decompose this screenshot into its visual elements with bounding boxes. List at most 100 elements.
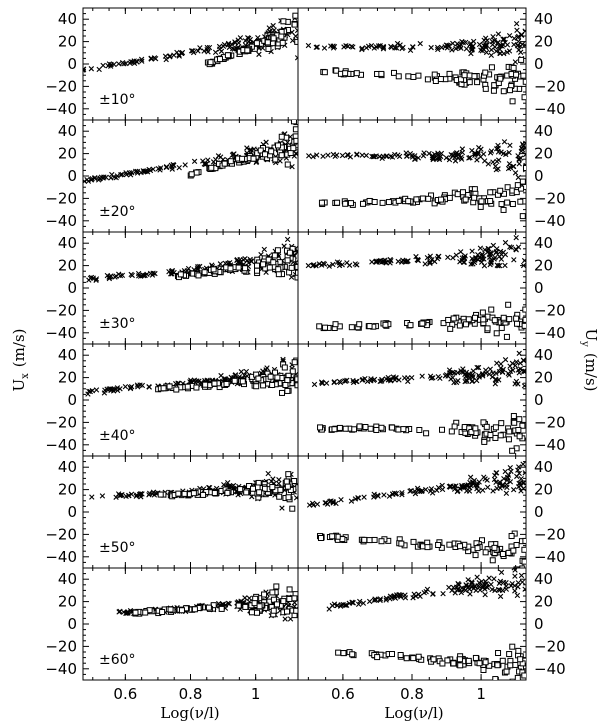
cross-marker bbox=[107, 386, 114, 392]
cross-marker bbox=[368, 376, 374, 382]
square-marker bbox=[184, 383, 191, 390]
cross-marker bbox=[514, 27, 520, 34]
square-marker bbox=[498, 201, 505, 208]
cross-marker bbox=[493, 248, 500, 255]
cross-marker bbox=[514, 592, 521, 599]
square-marker bbox=[218, 605, 225, 612]
cross-marker bbox=[385, 377, 392, 383]
cross-marker bbox=[468, 50, 474, 57]
cross-marker bbox=[88, 66, 95, 72]
square-marker bbox=[173, 386, 180, 393]
cross-marker bbox=[475, 583, 481, 589]
cross-marker bbox=[518, 49, 524, 55]
square-marker bbox=[462, 196, 469, 203]
square-marker bbox=[289, 505, 296, 512]
cross-marker bbox=[491, 256, 497, 262]
cross-marker bbox=[472, 257, 478, 263]
panel-left-row-2: −40 −20 0 20 40 ±20° bbox=[45, 119, 299, 233]
square-marker bbox=[132, 609, 139, 616]
cross-marker bbox=[141, 272, 147, 279]
square-marker bbox=[450, 660, 457, 667]
y-tick-label-right: 40 bbox=[534, 346, 553, 364]
x-tick-label: 0.6 bbox=[113, 685, 137, 703]
cross-marker bbox=[99, 493, 106, 499]
square-marker bbox=[244, 47, 251, 54]
cross-marker bbox=[501, 139, 508, 145]
square-marker bbox=[498, 324, 505, 331]
cross-marker bbox=[495, 31, 502, 37]
square-marker bbox=[509, 643, 516, 650]
cross-marker bbox=[391, 490, 398, 496]
cross-marker bbox=[488, 251, 495, 257]
cross-marker bbox=[409, 152, 415, 159]
cross-marker bbox=[108, 273, 114, 279]
panel-right-row-5: −40 −20 0 20 40 bbox=[297, 455, 566, 569]
cross-marker bbox=[512, 59, 519, 65]
square-marker bbox=[504, 199, 511, 206]
square-marker bbox=[271, 252, 278, 259]
cross-marker bbox=[148, 55, 154, 62]
cross-marker bbox=[244, 145, 250, 151]
panel-right-row-2: −40 −20 0 20 40 bbox=[297, 119, 566, 233]
cross-marker bbox=[484, 484, 491, 491]
cross-marker bbox=[513, 234, 519, 241]
cross-marker bbox=[242, 38, 249, 44]
cross-marker bbox=[476, 41, 483, 48]
cross-marker bbox=[442, 44, 448, 50]
cross-marker bbox=[467, 474, 474, 480]
panel-left-row-4: −40 −20 0 20 40 ±40° bbox=[45, 343, 299, 457]
square-marker bbox=[410, 655, 417, 662]
square-marker bbox=[193, 169, 200, 176]
cross-marker bbox=[176, 53, 182, 59]
cross-marker bbox=[456, 151, 462, 157]
scatter-points bbox=[85, 356, 298, 397]
square-marker bbox=[522, 165, 526, 172]
cross-marker bbox=[503, 151, 509, 158]
square-marker bbox=[438, 196, 445, 203]
square-marker bbox=[456, 322, 463, 329]
square-marker bbox=[208, 164, 215, 171]
square-marker bbox=[506, 87, 513, 94]
y-tick-label-left: 0 bbox=[67, 167, 77, 185]
square-marker bbox=[280, 598, 287, 605]
cross-marker bbox=[360, 376, 366, 383]
cross-marker bbox=[310, 154, 316, 160]
y-tick-label-right: 20 bbox=[534, 257, 553, 275]
y-tick-label-right: −20 bbox=[534, 637, 566, 655]
scatter-points bbox=[89, 470, 298, 512]
cross-marker bbox=[520, 368, 526, 374]
cross-marker bbox=[360, 600, 367, 606]
cross-marker bbox=[445, 254, 451, 261]
square-marker bbox=[482, 549, 489, 556]
cross-marker bbox=[512, 362, 519, 369]
square-marker bbox=[395, 73, 402, 80]
cross-marker bbox=[242, 255, 248, 262]
cross-marker bbox=[443, 155, 450, 161]
square-marker bbox=[490, 87, 497, 94]
cross-marker bbox=[325, 152, 331, 158]
cross-marker bbox=[476, 374, 482, 380]
square-marker bbox=[508, 533, 515, 540]
square-marker bbox=[458, 76, 465, 83]
cross-marker bbox=[522, 470, 526, 476]
y-tick-label-right: 40 bbox=[534, 10, 553, 28]
cross-marker bbox=[412, 490, 419, 497]
square-marker bbox=[373, 426, 380, 433]
cross-marker bbox=[371, 491, 377, 498]
square-marker bbox=[284, 257, 291, 264]
square-marker bbox=[231, 377, 238, 384]
cross-marker bbox=[490, 488, 496, 494]
cross-marker bbox=[123, 171, 130, 178]
cross-marker bbox=[489, 38, 495, 45]
svg-text:Uy(m/s): Uy (m/s) bbox=[579, 329, 600, 392]
cross-marker bbox=[520, 262, 526, 269]
square-marker bbox=[293, 607, 298, 614]
cross-marker bbox=[458, 249, 464, 255]
square-marker bbox=[519, 565, 526, 568]
latitude-label: ±30° bbox=[99, 316, 136, 332]
cross-marker bbox=[511, 257, 517, 263]
square-marker bbox=[382, 321, 389, 328]
cross-marker bbox=[221, 41, 228, 48]
cross-marker bbox=[515, 33, 522, 40]
square-marker bbox=[457, 543, 464, 550]
